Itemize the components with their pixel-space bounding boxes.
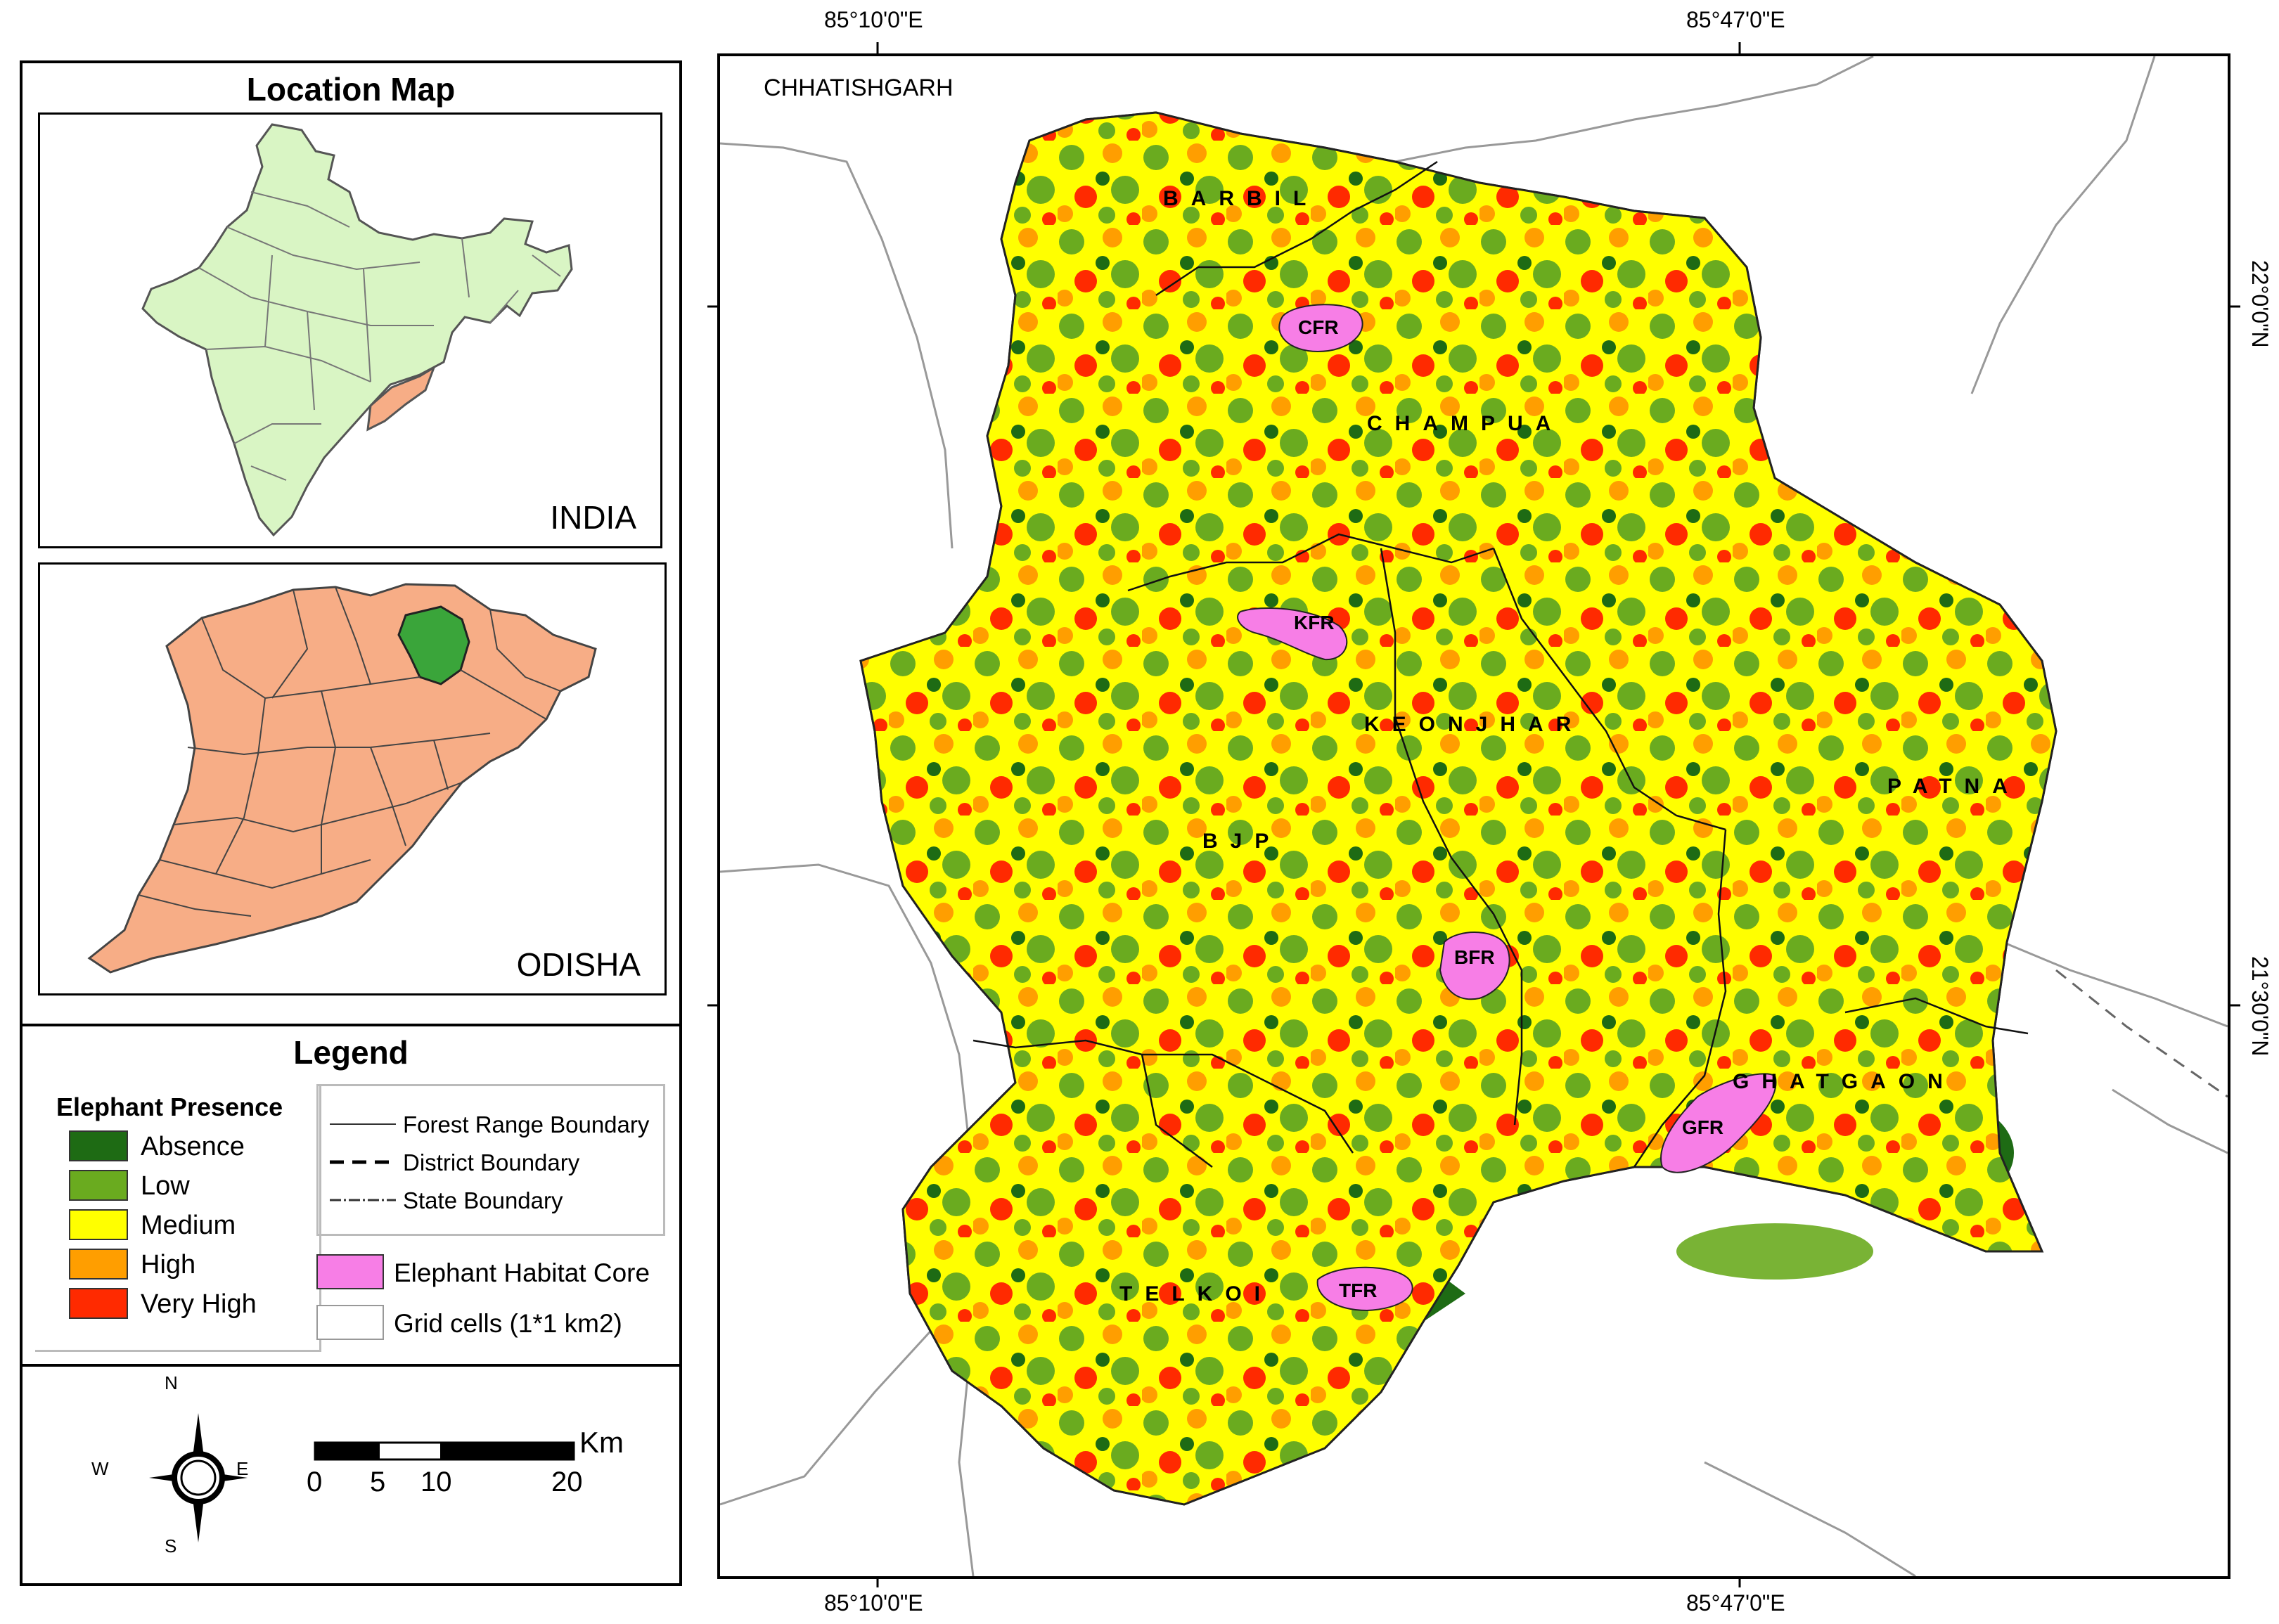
core-label-kfr: KFR — [1294, 612, 1335, 633]
longitude-top-left: 85°10'0"E — [824, 7, 923, 32]
range-label-champua: CHAMPUA — [1367, 412, 1564, 435]
range-label-barbil: BARBIL — [1163, 187, 1319, 210]
legend-panel: Legend Elephant Presence Absence Low Med… — [20, 1024, 682, 1368]
longitude-bottom-right: 85°47'0"E — [1686, 1590, 1785, 1616]
swatch-low — [69, 1170, 128, 1201]
swatch-habitat-core — [316, 1254, 384, 1289]
scale-tick-0: 0 — [307, 1467, 323, 1497]
location-map-title: Location Map — [246, 71, 456, 108]
odisha-inset: ODISHA — [38, 562, 667, 995]
legend-state-label: State Boundary — [403, 1187, 563, 1213]
boundary-legend-box: Forest Range Boundary District Boundary … — [316, 1084, 665, 1236]
scale-tick-5: 5 — [370, 1467, 386, 1497]
range-label-keonjhar: KEONJHAR — [1364, 713, 1584, 736]
scale-panel: N S W E Km 0 5 10 20 — [20, 1364, 682, 1586]
scale-unit: Km — [579, 1426, 624, 1459]
range-label-bjp: BJP — [1202, 830, 1282, 853]
swatch-grid-cell — [316, 1305, 384, 1340]
compass-s: S — [165, 1535, 177, 1557]
swatch-high — [69, 1249, 128, 1280]
legend-core-label: Elephant Habitat Core — [394, 1258, 650, 1287]
india-inset: INDIA — [38, 112, 662, 548]
odisha-label: ODISHA — [516, 946, 641, 983]
longitude-top-right: 85°47'0"E — [1686, 7, 1785, 32]
compass-w: W — [91, 1458, 109, 1479]
presence-legend-box: Elephant Presence Absence Low Medium Hig… — [35, 1084, 321, 1352]
legend-absence-label: Absence — [141, 1132, 245, 1161]
boundary-line-samples — [330, 1123, 396, 1201]
legend-grid-label: Grid cells (1*1 km2) — [394, 1309, 622, 1338]
legend-title: Legend — [293, 1034, 409, 1071]
legend-very-high-label: Very High — [141, 1289, 257, 1319]
scale-tick-20: 20 — [551, 1467, 583, 1497]
legend-high-label: High — [141, 1250, 196, 1280]
legend-district-label: District Boundary — [403, 1149, 580, 1175]
chhatishgarh-label: CHHATISHGARH — [764, 75, 954, 101]
swatch-medium — [69, 1209, 128, 1240]
range-label-telkoi: TELKOI — [1119, 1282, 1273, 1306]
habitat-cores — [1237, 304, 1777, 1312]
range-boundaries — [972, 160, 2029, 1168]
odisha-districts-map — [87, 583, 597, 974]
scale-tick-10: 10 — [421, 1467, 452, 1497]
core-label-gfr: GFR — [1682, 1116, 1724, 1138]
core-label-bfr: BFR — [1454, 946, 1495, 968]
main-map-frame: CHHATISHGARH BARBIL CHAMPUA KEONJHAR PAT… — [717, 53, 2230, 1579]
range-label-patna: PATNA — [1887, 775, 2020, 798]
india-label: INDIA — [550, 499, 636, 536]
legend-medium-label: Medium — [141, 1211, 236, 1240]
swatch-absence — [69, 1130, 128, 1161]
swatch-very-high — [69, 1288, 128, 1319]
india-outline-map — [141, 123, 573, 537]
legend-forest-range-label: Forest Range Boundary — [403, 1111, 650, 1138]
core-label-cfr: CFR — [1298, 316, 1339, 338]
legend-low-label: Low — [141, 1171, 190, 1201]
elephant-presence-map — [720, 56, 2228, 1576]
location-map-panel: Location Map INDIA — [20, 60, 682, 1028]
north-arrow-icon — [149, 1413, 248, 1542]
longitude-bottom-left: 85°10'0"E — [824, 1590, 923, 1616]
scale-bar — [314, 1441, 575, 1461]
compass-e: E — [236, 1458, 249, 1479]
core-label-tfr: TFR — [1339, 1280, 1378, 1301]
compass-n: N — [165, 1372, 178, 1393]
presence-legend-title: Elephant Presence — [56, 1093, 283, 1121]
range-label-ghatgaon: GHATGAON — [1733, 1070, 1956, 1093]
